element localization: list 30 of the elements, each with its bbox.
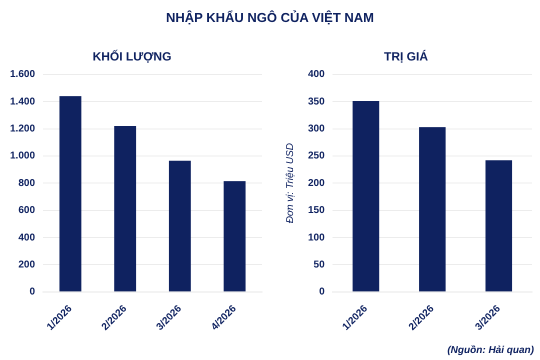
bar [114, 126, 136, 292]
y-tick-label: 0 [29, 286, 36, 298]
y-tick-label: 600 [18, 205, 36, 216]
bar [419, 127, 446, 292]
y-tick-label: 250 [308, 150, 326, 162]
bar [168, 160, 191, 292]
y-tick-label: 200 [18, 259, 36, 270]
y-tick-label: 1.000 [10, 150, 36, 162]
text: (Nguồn: Hải quan) [447, 345, 534, 356]
y-tick-label: 50 [314, 259, 326, 270]
chart-subtitle: KHỐI LƯỢNG [92, 50, 172, 64]
chart-title: NHẬP KHẨU NGÔ CỦA VIỆT NAM [164, 10, 375, 25]
y-tick-label: 800 [18, 178, 36, 189]
y-tick-label: 1.400 [10, 96, 36, 108]
y-tick-label: 300 [308, 124, 326, 135]
chart-subtitle: TRỊ GIÁ [384, 50, 428, 64]
bar [352, 101, 380, 292]
bar [485, 160, 512, 292]
y-tick-label: 100 [308, 232, 326, 244]
y-tick-label: 0 [319, 286, 326, 298]
y-tick-label: 400 [308, 69, 326, 80]
y-tick-label: 400 [18, 232, 36, 244]
y-tick-label: 200 [308, 178, 326, 189]
y-tick-label: 1.600 [10, 69, 36, 80]
bar [224, 181, 246, 292]
y-tick-label: 150 [308, 205, 326, 216]
y-axis-title: Đơn vị: Triệu USD [284, 142, 296, 224]
bar [59, 96, 82, 292]
y-tick-label: 350 [308, 96, 326, 108]
y-tick-label: 1.200 [10, 124, 36, 135]
